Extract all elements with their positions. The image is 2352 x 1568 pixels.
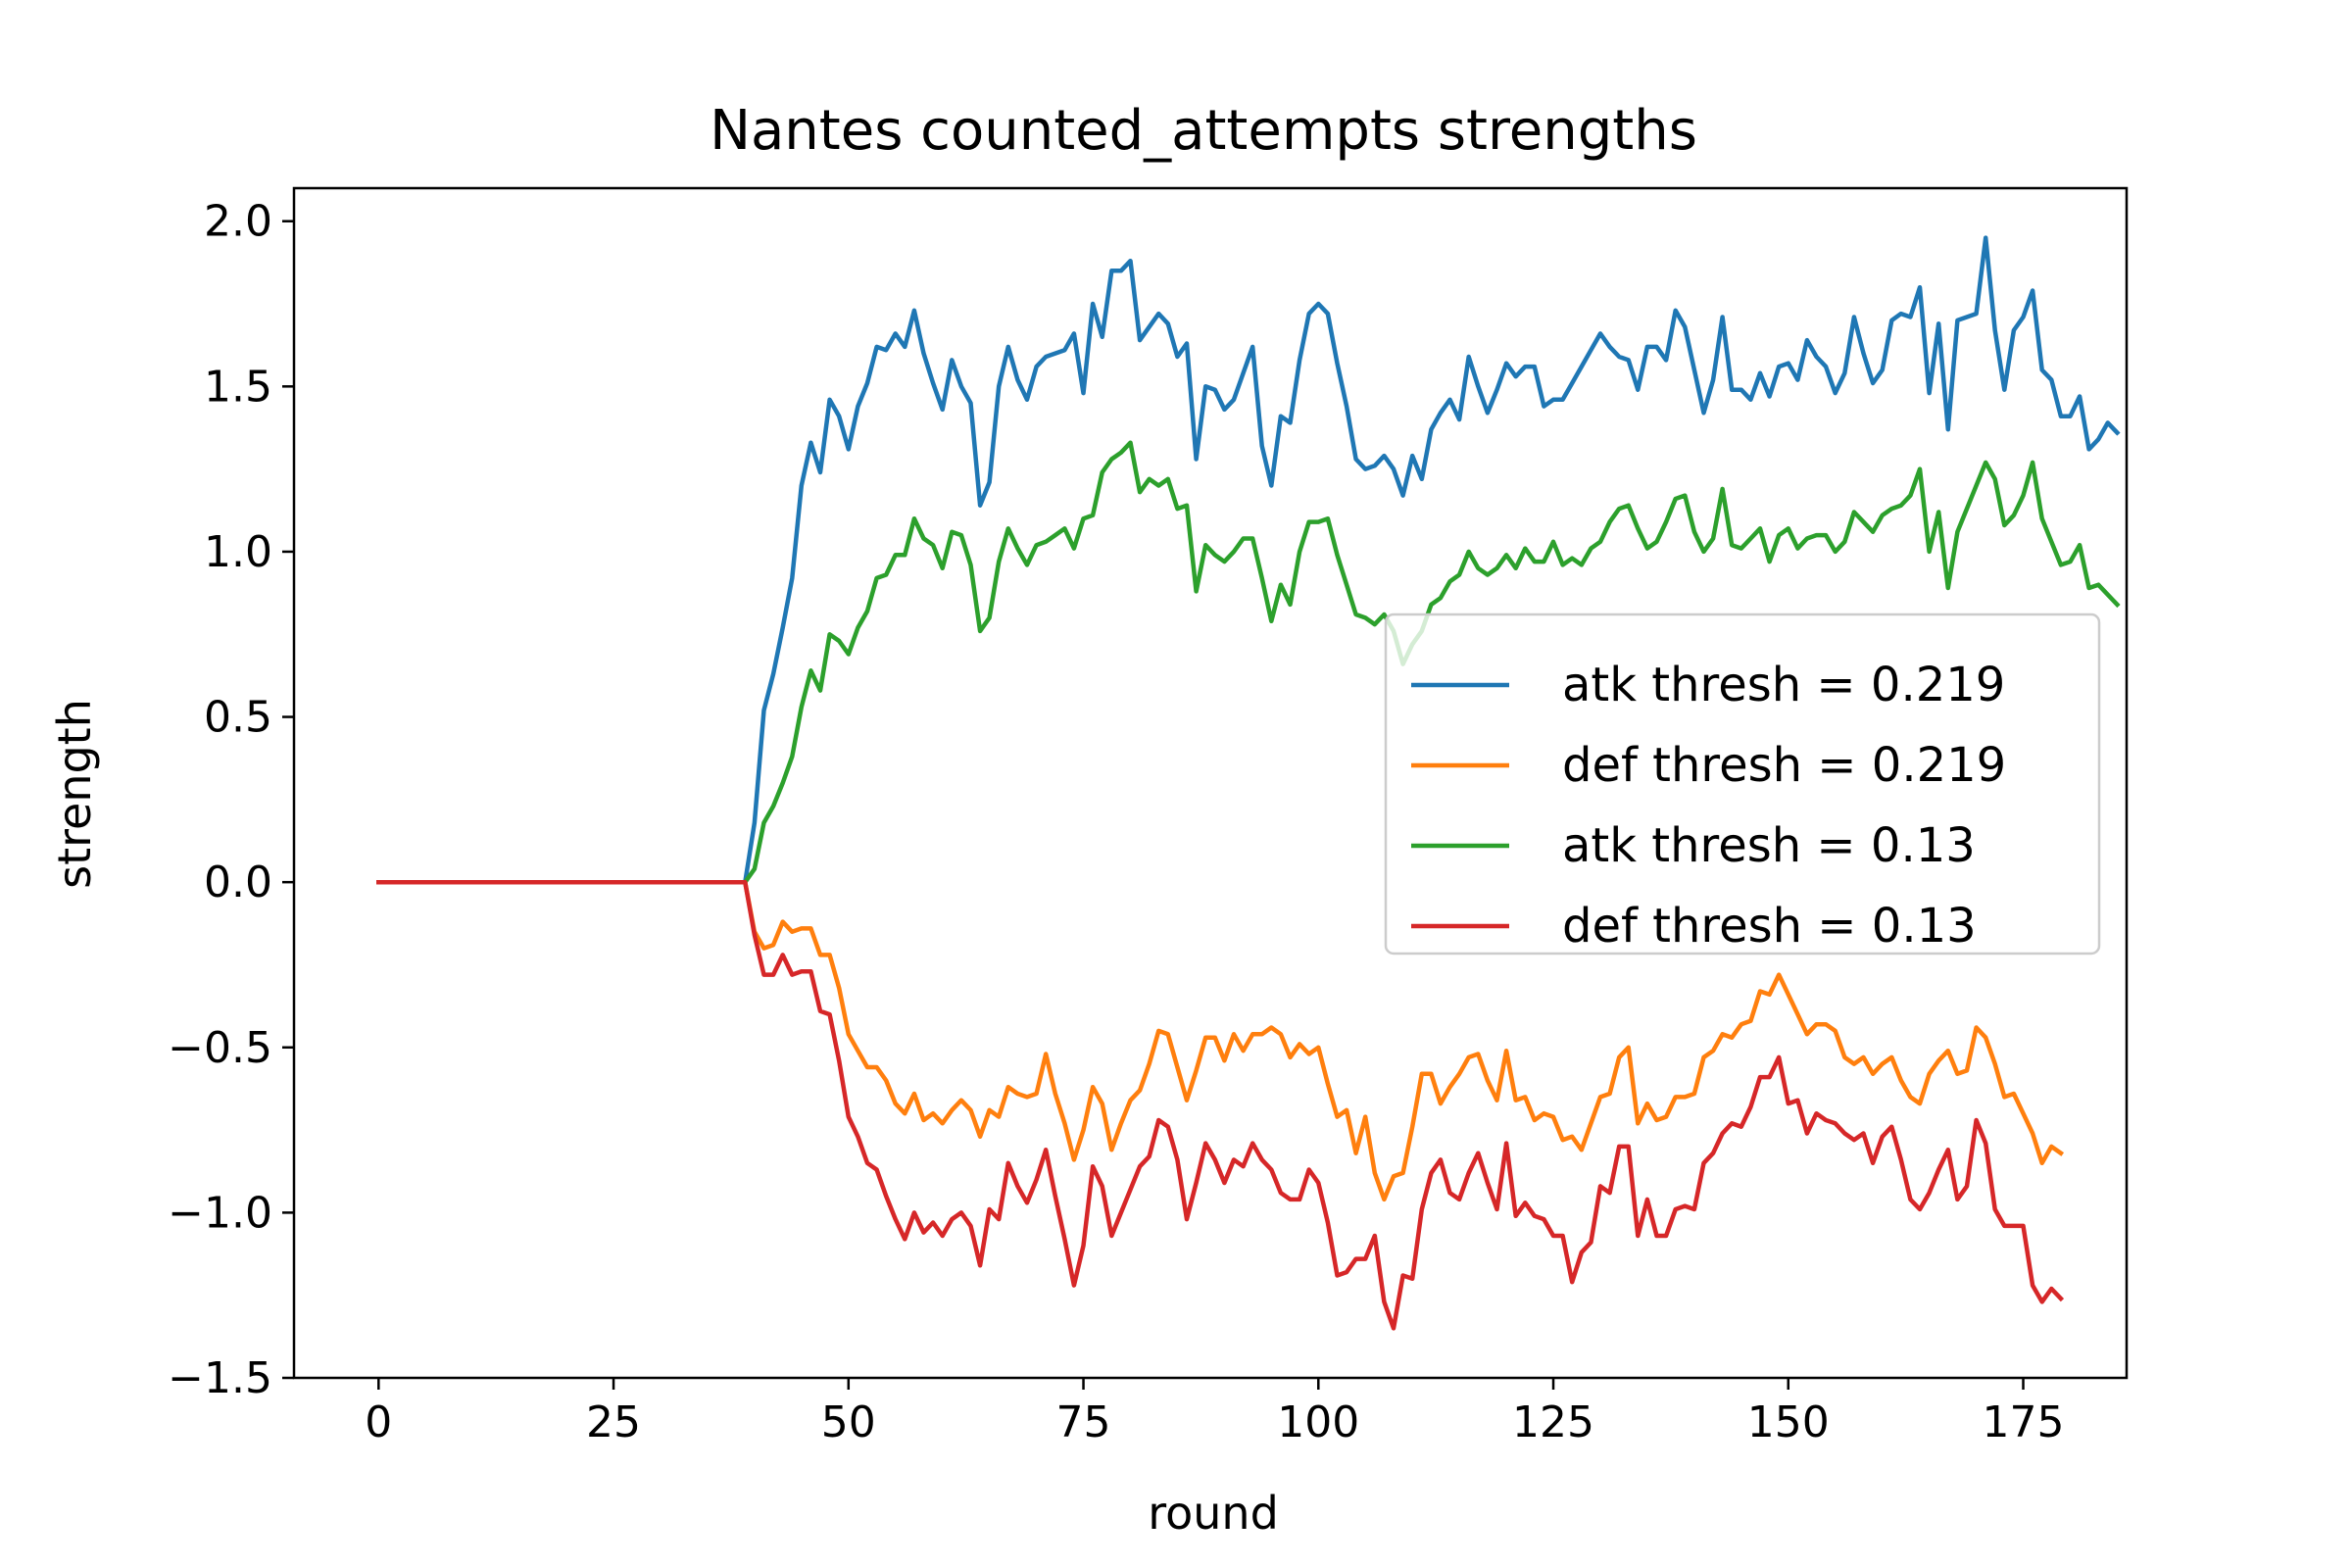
- x-tick-label: 125: [1512, 1397, 1594, 1447]
- chart-title: Nantes counted_attempts strengths: [710, 99, 1697, 163]
- legend-label-2: def thresh = 0.219: [1562, 738, 2006, 793]
- y-tick-label: −0.5: [168, 1023, 272, 1073]
- series-line-4: [376, 879, 2065, 1331]
- x-tick-label: 0: [365, 1397, 392, 1447]
- y-tick-label: 2.0: [204, 197, 272, 247]
- legend-box: [1384, 612, 2101, 956]
- x-tick-label: 75: [1056, 1397, 1111, 1447]
- y-axis-label: strength: [48, 699, 101, 889]
- y-tick-label: 0.5: [204, 693, 272, 743]
- y-tick-label: 1.5: [204, 362, 272, 412]
- legend-label-4: def thresh = 0.13: [1562, 899, 1977, 954]
- plot-frame: [292, 186, 2129, 1380]
- y-tick-label: 0.0: [204, 858, 272, 907]
- y-tick-label: −1.5: [168, 1353, 272, 1403]
- y-tick-label: −1.0: [168, 1188, 272, 1238]
- legend: atk thresh = 0.219 def thresh = 0.219 atk …: [1384, 612, 2101, 956]
- x-axis-label: round: [1148, 1487, 1279, 1540]
- y-tick-label: 1.0: [204, 527, 272, 577]
- x-tick-label: 50: [821, 1397, 876, 1447]
- x-tick-label: 25: [586, 1397, 641, 1447]
- x-tick-label: 100: [1277, 1397, 1359, 1447]
- legend-label-1: atk thresh = 0.219: [1562, 658, 2005, 712]
- x-tick-label: 150: [1747, 1397, 1830, 1447]
- plot-area: [376, 235, 2121, 1331]
- axes: 0 25 50 75 100 125 150 175 −1.5 −1.0 −0.5 0.0 0.5 1.0…: [168, 186, 2129, 1447]
- x-tick-label: 175: [1983, 1397, 2065, 1447]
- legend-label-3: atk thresh = 0.13: [1562, 818, 1976, 873]
